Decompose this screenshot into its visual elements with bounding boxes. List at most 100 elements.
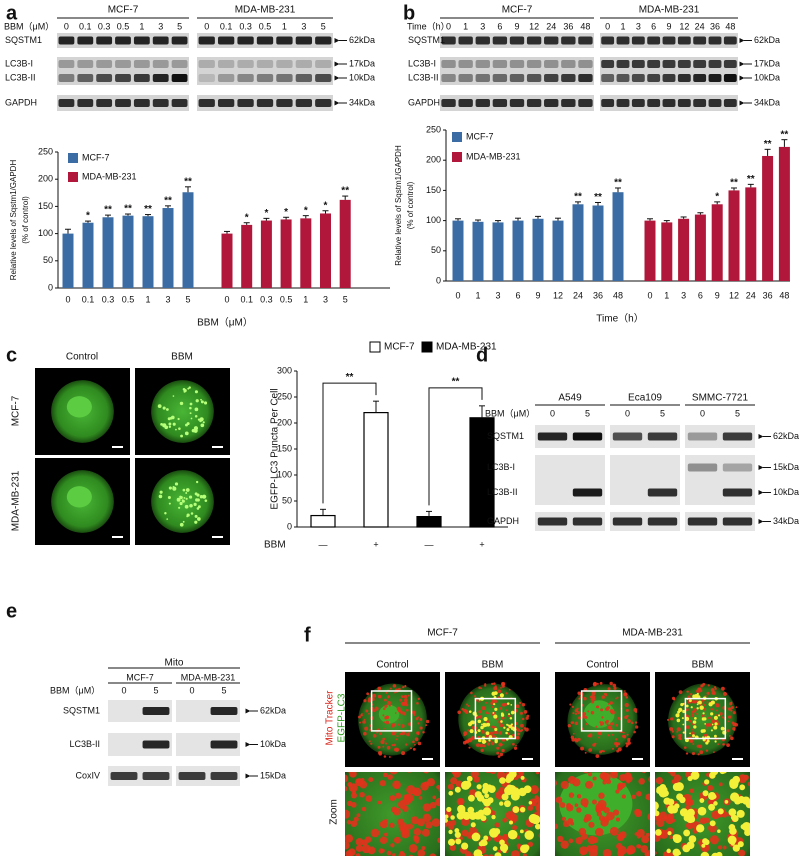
puncta xyxy=(189,402,193,406)
mito-dot xyxy=(626,742,630,746)
mito-dot xyxy=(743,774,749,781)
mito-dot xyxy=(365,795,373,802)
band xyxy=(722,432,753,441)
mito-dot xyxy=(761,831,767,837)
band xyxy=(492,36,508,45)
mito-dot xyxy=(705,749,709,752)
puncta xyxy=(158,494,163,499)
mito-dot xyxy=(759,777,763,781)
mito-dot xyxy=(499,723,504,728)
mito-dot xyxy=(595,706,598,708)
panel-label: d xyxy=(476,344,488,366)
mito-dot xyxy=(489,731,494,736)
mito-dot xyxy=(717,743,720,746)
coloc-dot xyxy=(690,706,693,709)
band xyxy=(58,60,75,68)
mito-dot xyxy=(403,698,408,702)
coloc-dot xyxy=(682,709,686,714)
puncta xyxy=(197,517,201,521)
mito-dot xyxy=(395,792,402,799)
y-tick-label: 150 xyxy=(38,201,53,211)
puncta xyxy=(194,407,199,412)
mito-dot xyxy=(419,726,423,730)
mito-dot xyxy=(350,820,358,827)
y-tick-label: 100 xyxy=(38,228,53,238)
coloc-dot xyxy=(499,693,504,698)
mito-dot xyxy=(356,779,361,784)
mito-dot xyxy=(384,742,388,745)
coloc-dot xyxy=(693,725,697,729)
mito-dot xyxy=(579,855,584,856)
coloc-dot xyxy=(712,794,717,799)
coloc-dot xyxy=(704,723,706,725)
mito-dot xyxy=(728,715,732,719)
protein-label: CoxIV xyxy=(75,770,100,780)
mito-dot xyxy=(575,836,583,845)
mito-dot xyxy=(583,803,588,808)
coloc-dot xyxy=(502,848,507,853)
mito-dot xyxy=(432,855,437,856)
mito-dot xyxy=(417,818,425,827)
coloc-dot xyxy=(697,806,707,816)
significance-label: ** xyxy=(781,129,789,140)
coloc-dot xyxy=(676,718,681,723)
legend-label: MDA-MB-231 xyxy=(82,171,137,181)
mito-dot xyxy=(601,772,611,782)
mito-dot xyxy=(655,776,664,785)
coloc-dot xyxy=(682,723,685,726)
puncta xyxy=(199,495,204,499)
coloc-dot xyxy=(717,808,724,815)
band xyxy=(171,36,188,45)
coloc-dot xyxy=(702,790,709,797)
mito-dot xyxy=(585,780,594,789)
significance-label: ** xyxy=(614,178,622,189)
coloc-dot xyxy=(674,782,684,792)
mito-dot xyxy=(760,811,767,818)
coloc-dot xyxy=(528,813,539,824)
mito-dot xyxy=(352,790,357,795)
coloc-dot xyxy=(700,729,705,733)
mito-dot xyxy=(730,736,734,741)
mito-dot xyxy=(721,716,725,719)
mito-dot xyxy=(498,731,503,735)
mito-dot xyxy=(601,716,604,719)
mito-dot xyxy=(482,744,486,748)
mito-dot xyxy=(695,712,697,715)
legend-swatch xyxy=(68,153,78,163)
bar xyxy=(142,216,154,288)
mito-dot xyxy=(693,708,697,712)
mito-dot xyxy=(607,703,610,705)
mito-dot xyxy=(482,854,489,856)
mito-dot xyxy=(722,691,728,696)
mito-dot xyxy=(548,845,554,851)
mito-dot xyxy=(401,751,406,756)
channel-label: Mito Tracker xyxy=(325,690,336,746)
mito-dot xyxy=(593,681,597,686)
mito-dot xyxy=(437,837,440,844)
band xyxy=(631,36,645,45)
mito-dot xyxy=(367,846,376,855)
band xyxy=(693,74,707,82)
coloc-dot xyxy=(714,722,718,726)
blot-strip xyxy=(108,766,172,786)
bar xyxy=(592,205,604,281)
mito-dot xyxy=(615,697,617,700)
significance-label: ** xyxy=(164,195,172,206)
protein-label: LC3B-II xyxy=(69,739,100,749)
mito-dot xyxy=(561,816,567,822)
band xyxy=(171,60,188,68)
mito-dot xyxy=(499,706,503,710)
mito-dot xyxy=(527,805,534,811)
mito-dot xyxy=(480,748,484,753)
mito-dot xyxy=(394,731,397,734)
coloc-dot xyxy=(509,717,513,720)
coloc-dot xyxy=(737,841,744,848)
band xyxy=(237,36,254,45)
significance-label: * xyxy=(86,211,90,222)
coloc-dot xyxy=(468,812,477,820)
mito-dot xyxy=(515,744,517,747)
band xyxy=(142,707,170,715)
mito-dot xyxy=(671,730,675,733)
band xyxy=(693,36,707,45)
coloc-dot xyxy=(690,772,700,780)
